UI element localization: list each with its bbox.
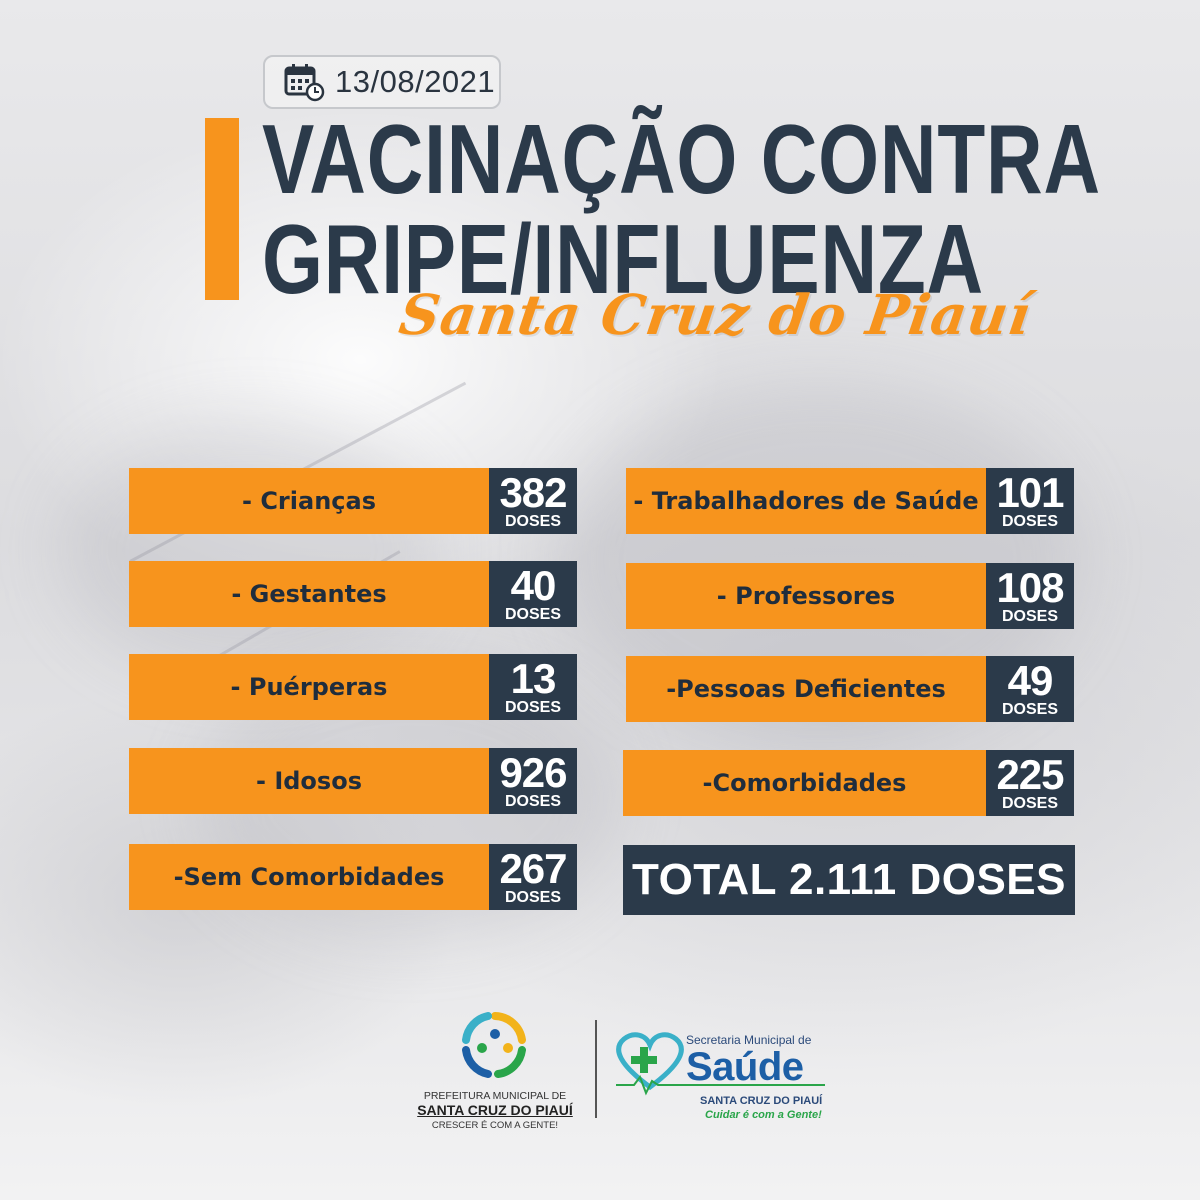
city-subtitle: Santa Cruz do Piauí xyxy=(395,282,1036,347)
dose-row-trabalhadores-saude: - Trabalhadores de Saúde 101 DOSES xyxy=(626,468,1074,534)
dose-row-professores: - Professores 108 DOSES xyxy=(626,563,1074,629)
dose-number: 13 xyxy=(510,655,557,702)
prefeitura-line-1: PREFEITURA MUNICIPAL DE xyxy=(423,1090,567,1102)
dose-count: 926 DOSES xyxy=(489,748,577,814)
dose-unit: DOSES xyxy=(504,889,561,906)
dose-row-idosos: - Idosos 926 DOSES xyxy=(129,748,577,814)
dose-unit: DOSES xyxy=(1001,513,1058,530)
dose-number: 382 xyxy=(499,469,567,516)
page-title: VACINAÇÃO CONTRA GRIPE/INFLUENZA xyxy=(262,110,1101,310)
dose-row-gestantes: - Gestantes 40 DOSES xyxy=(129,561,577,627)
group-label: -Pessoas Deficientes xyxy=(626,656,986,722)
footer-divider xyxy=(595,1020,597,1118)
group-label: - Professores xyxy=(626,563,986,629)
group-label: - Puérperas xyxy=(129,654,489,720)
dose-number: 108 xyxy=(996,564,1064,611)
dose-number: 40 xyxy=(510,562,557,609)
dose-unit: DOSES xyxy=(504,606,561,623)
dose-number: 225 xyxy=(996,751,1064,798)
calendar-clock-icon xyxy=(284,64,325,102)
secretaria-line-1: Secretaria Municipal de xyxy=(686,1033,812,1047)
dose-row-sem-comorbidades: -Sem Comorbidades 267 DOSES xyxy=(129,844,577,910)
secretaria-name: Saúde xyxy=(686,1045,804,1089)
dose-number: 926 xyxy=(499,749,567,796)
dose-unit: DOSES xyxy=(504,699,561,716)
group-label: - Trabalhadores de Saúde xyxy=(626,468,986,534)
prefeitura-slogan: CRESCER É COM A GENTE! xyxy=(431,1120,559,1131)
total-doses: TOTAL 2.111 DOSES xyxy=(623,845,1075,915)
date-badge: 13/08/2021 xyxy=(263,55,501,109)
dose-count: 101 DOSES xyxy=(986,468,1074,534)
background-shape xyxy=(60,420,440,680)
secretaria-slogan: Cuidar é com a Gente! xyxy=(705,1109,822,1121)
dose-count: 13 DOSES xyxy=(489,654,577,720)
group-label: - Idosos xyxy=(129,748,489,814)
title-line-1: VACINAÇÃO CONTRA xyxy=(262,104,1101,214)
dose-count: 225 DOSES xyxy=(986,750,1074,816)
dose-count: 382 DOSES xyxy=(489,468,577,534)
dose-number: 49 xyxy=(1007,657,1054,704)
dose-number: 267 xyxy=(499,845,567,892)
dose-count: 40 DOSES xyxy=(489,561,577,627)
date-text: 13/08/2021 xyxy=(335,64,496,99)
dose-unit: DOSES xyxy=(1001,608,1058,625)
title-accent-bar xyxy=(205,118,239,300)
prefeitura-logo xyxy=(462,1012,526,1078)
dose-row-comorbidades: -Comorbidades 225 DOSES xyxy=(623,750,1074,816)
dose-row-pessoas-deficientes: -Pessoas Deficientes 49 DOSES xyxy=(626,656,1074,722)
title-line-2: GRIPE/INFLUENZA xyxy=(262,204,984,314)
prefeitura-line-2: SANTA CRUZ DO PIAUÍ xyxy=(417,1102,573,1118)
dose-number: 101 xyxy=(996,469,1064,516)
saude-heart-logo xyxy=(616,1032,825,1096)
dose-row-criancas: - Crianças 382 DOSES xyxy=(129,468,577,534)
secretaria-city: SANTA CRUZ DO PIAUÍ xyxy=(700,1095,823,1107)
prefeitura-logo-block: PREFEITURA MUNICIPAL DE SANTA CRUZ DO PI… xyxy=(400,1010,590,1131)
dose-unit: DOSES xyxy=(504,793,561,810)
group-label: - Gestantes xyxy=(129,561,489,627)
dose-unit: DOSES xyxy=(1001,795,1058,812)
group-label: - Crianças xyxy=(129,468,489,534)
dose-unit: DOSES xyxy=(504,513,561,530)
dose-count: 108 DOSES xyxy=(986,563,1074,629)
group-label: -Comorbidades xyxy=(623,750,986,816)
dose-row-puerperas: - Puérperas 13 DOSES xyxy=(129,654,577,720)
dose-unit: DOSES xyxy=(1001,701,1058,718)
dose-count: 267 DOSES xyxy=(489,844,577,910)
dose-count: 49 DOSES xyxy=(986,656,1074,722)
secretaria-logo-block: Secretaria Municipal de Saúde SANTA CRUZ… xyxy=(610,1025,840,1125)
group-label: -Sem Comorbidades xyxy=(129,844,489,910)
